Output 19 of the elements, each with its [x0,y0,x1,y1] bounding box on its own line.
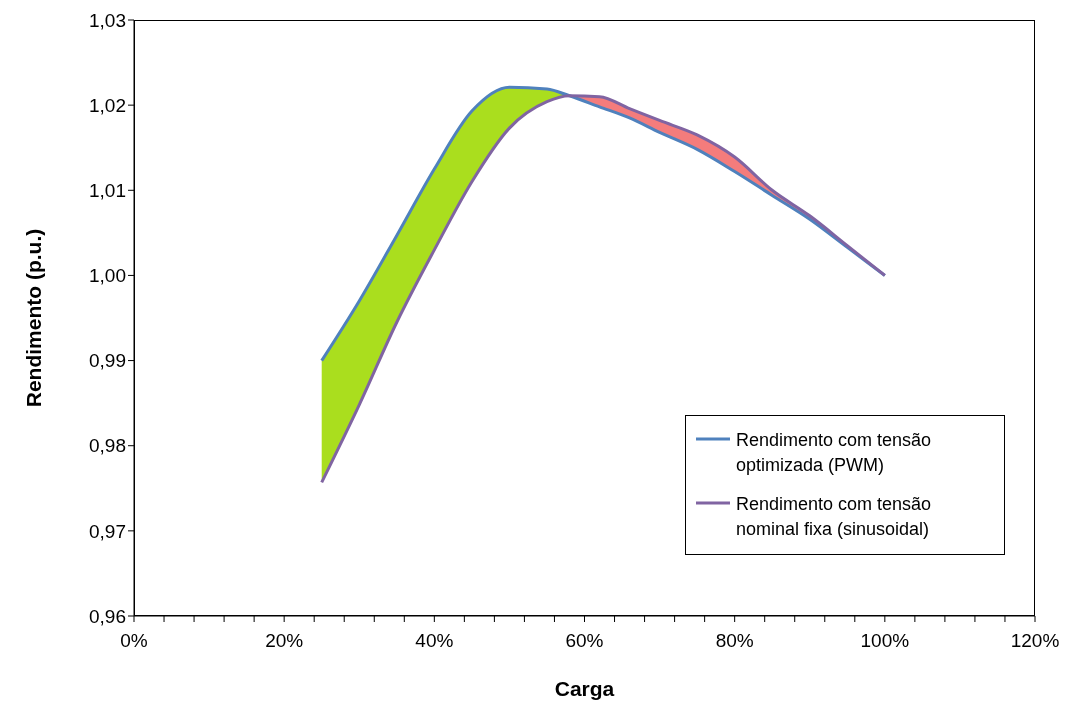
x-tick-label: 60% [565,630,604,652]
x-tick-label: 80% [715,630,754,652]
x-tick-label: 20% [265,630,304,652]
y-tick-label: 1,01 [89,180,126,202]
y-tick-label: 1,00 [89,265,126,287]
y-tick-label: 0,99 [89,350,126,372]
y-tick-label: 0,97 [89,520,126,542]
y-tick-label: 1,02 [89,94,126,116]
x-tick-label: 40% [415,630,454,652]
y-tick-label: 0,96 [89,605,126,627]
x-axis-title: Carga [554,677,615,700]
x-tick-label: 100% [860,630,910,652]
y-tick-label: 0,98 [89,435,126,457]
x-tick-label: 120% [1010,630,1060,652]
legend-label: Rendimento com tensão nominal fixa (sinusoidal) [736,493,933,541]
x-tick-label: 0% [120,630,148,652]
y-tick-label: 1,03 [89,9,126,31]
y-axis-title: Rendimento (p.u.) [22,228,46,408]
legend-label: Rendimento com tensão optimizada (PWM) [736,429,933,477]
